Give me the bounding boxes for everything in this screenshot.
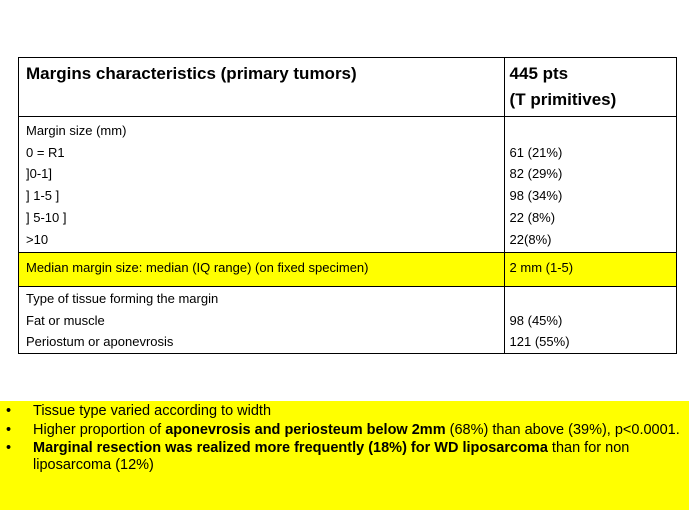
bullet-text: (68%) than above (39%), p<0.0001. bbox=[445, 421, 680, 438]
margin-size-label: 0 = R1 bbox=[26, 144, 65, 160]
bullet-bold-text: aponevrosis and periosteum below 2mm bbox=[165, 421, 446, 438]
header-cell-characteristics: Margins characteristics (primary tumors) bbox=[18, 57, 505, 117]
margin-size-label: ]0-1] bbox=[26, 166, 53, 182]
margin-size-title: Margin size (mm) bbox=[26, 123, 127, 138]
table-header-row: Margins characteristics (primary tumors)… bbox=[18, 57, 678, 117]
bullet-marker: • bbox=[6, 403, 12, 419]
tissue-value: 98 (45%) bbox=[509, 312, 563, 328]
tissue-title: Type of tissue forming the margin bbox=[26, 291, 219, 306]
header-patients-subtitle: (T primitives) bbox=[509, 90, 617, 109]
margins-table: Margins characteristics (primary tumors)… bbox=[18, 57, 678, 355]
table-row-median: Median margin size: median (IQ range) (o… bbox=[18, 252, 678, 287]
margin-size-label: ] 1-5 ] bbox=[26, 188, 60, 204]
bullet-text: than for non liposarcoma (12%) bbox=[33, 440, 630, 473]
margin-size-value: 61 (21%) bbox=[509, 144, 563, 160]
median-value: 2 mm (1-5) bbox=[509, 260, 574, 275]
tissue-label: Fat or muscle bbox=[26, 312, 105, 328]
tissue-values-cell: 98 (45%) 121 (55%) bbox=[503, 285, 678, 355]
margin-size-values-cell: 61 (21%) 82 (29%) 98 (34%) 22 (8%) 22(8%… bbox=[503, 116, 678, 253]
margin-size-label: >10 bbox=[26, 231, 49, 247]
margin-size-label: ] 5-10 ] bbox=[26, 209, 67, 225]
bullet-text: Tissue type varied according to width bbox=[33, 403, 272, 419]
margin-size-value: 98 (34%) bbox=[509, 188, 563, 204]
header-cell-patients: 445 pts (T primitives) bbox=[503, 57, 678, 117]
header-patients-count: 445 pts bbox=[509, 64, 569, 83]
bullet-marker: • bbox=[6, 421, 12, 438]
header-characteristics: Margins characteristics (primary tumors) bbox=[26, 64, 357, 83]
margin-size-labels-cell: Margin size (mm) 0 = R1 ]0-1] ] 1-5 ] ] … bbox=[18, 116, 505, 253]
bullet-item: • Marginal resection was realized more f… bbox=[0, 440, 689, 473]
bullet-text: Higher proportion of bbox=[33, 421, 166, 438]
median-label-cell: Median margin size: median (IQ range) (o… bbox=[18, 252, 505, 287]
summary-bullets: • Tissue type varied according to width … bbox=[0, 401, 689, 510]
median-value-cell: 2 mm (1-5) bbox=[503, 252, 678, 287]
table-row-tissue: Type of tissue forming the margin Fat or… bbox=[18, 285, 678, 355]
table-row-margin-size: Margin size (mm) 0 = R1 ]0-1] ] 1-5 ] ] … bbox=[18, 116, 678, 253]
bullet-item: • Tissue type varied according to width bbox=[0, 403, 689, 420]
bullet-bold-text: Marginal resection was realized more fre… bbox=[33, 440, 548, 456]
margin-size-value: 82 (29%) bbox=[509, 166, 563, 182]
bullet-marker: • bbox=[6, 440, 12, 456]
median-label: Median margin size: median (IQ range) (o… bbox=[26, 260, 369, 275]
tissue-label: Periostum or aponevrosis bbox=[26, 334, 174, 350]
margin-size-value: 22(8%) bbox=[509, 231, 552, 247]
tissue-value: 121 (55%) bbox=[509, 334, 570, 350]
margin-size-value: 22 (8%) bbox=[509, 209, 556, 225]
bullet-item: • Higher proportion of aponevrosis and p… bbox=[0, 422, 689, 439]
tissue-labels-cell: Type of tissue forming the margin Fat or… bbox=[18, 285, 505, 355]
